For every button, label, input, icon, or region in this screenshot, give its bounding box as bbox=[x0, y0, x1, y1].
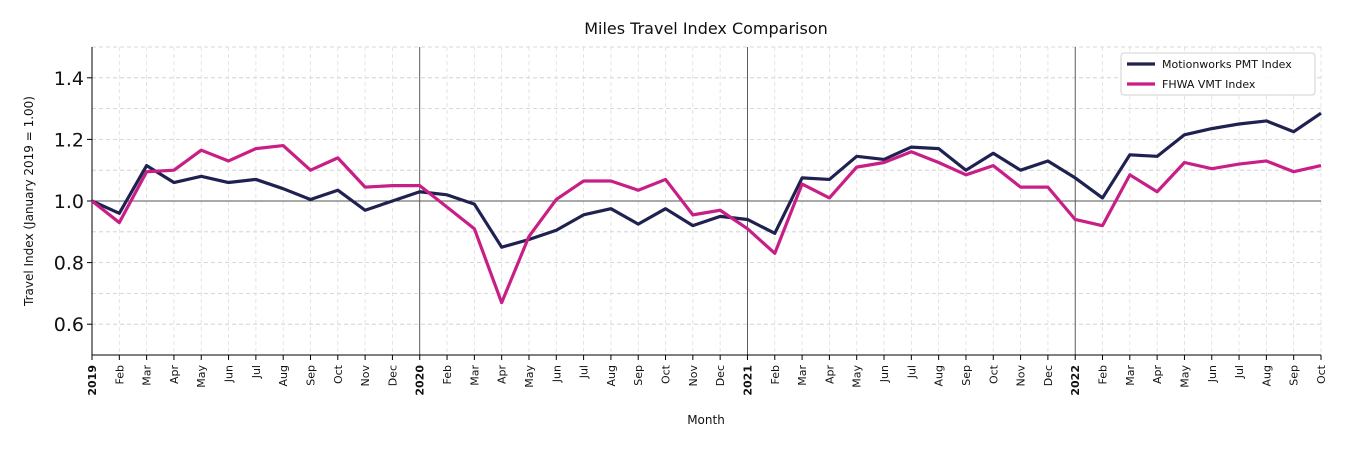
legend-label: FHWA VMT Index bbox=[1162, 78, 1256, 91]
x-tick-label: Sep bbox=[304, 365, 317, 386]
x-tick-label: Mar bbox=[1124, 365, 1137, 386]
legend-box bbox=[1120, 52, 1316, 96]
y-tick-label: 1.0 bbox=[54, 191, 84, 213]
x-tick-label: Aug bbox=[933, 365, 946, 386]
x-tick-label: Dec bbox=[386, 365, 399, 386]
x-tick-label: Jun bbox=[1206, 365, 1219, 383]
y-tick-label: 0.8 bbox=[54, 253, 84, 275]
x-tick-label: Nov bbox=[687, 365, 700, 387]
x-tick-label: Dec bbox=[714, 365, 727, 386]
x-tick-label: Nov bbox=[1015, 365, 1028, 387]
x-tick-label: Jun bbox=[223, 365, 236, 383]
x-tick-label: May bbox=[195, 365, 208, 388]
series-line bbox=[91, 111, 1322, 249]
x-tick-label: Aug bbox=[1260, 365, 1273, 386]
x-tick-label: Jul bbox=[578, 365, 591, 379]
x-tick-label: May bbox=[523, 365, 536, 388]
x-tick-label: Oct bbox=[332, 364, 345, 384]
x-tick-label: Apr bbox=[496, 365, 509, 385]
chart-title: Miles Travel Index Comparison bbox=[584, 19, 828, 38]
series-line bbox=[91, 143, 1322, 305]
x-tick-label: Jun bbox=[878, 365, 891, 383]
x-tick-label: 2021 bbox=[741, 365, 754, 396]
x-tick-label: Feb bbox=[1097, 365, 1110, 384]
x-tick-label: May bbox=[851, 365, 864, 388]
y-tick-label: 1.4 bbox=[54, 68, 84, 90]
x-tick-label: Feb bbox=[769, 365, 782, 384]
x-tick-label: Mar bbox=[141, 365, 154, 386]
x-tick-label: May bbox=[1178, 365, 1191, 388]
x-tick-label: 2019 bbox=[86, 365, 99, 396]
x-tick-label: Feb bbox=[113, 365, 126, 384]
x-tick-label: Jul bbox=[905, 365, 918, 379]
x-tick-label: Aug bbox=[605, 365, 618, 386]
x-tick-label: Apr bbox=[1151, 365, 1164, 385]
x-tick-label: Mar bbox=[468, 365, 481, 386]
x-tick-label: Sep bbox=[960, 365, 973, 386]
x-tick-label: Jun bbox=[550, 365, 563, 383]
x-tick-label: Oct bbox=[987, 364, 1000, 384]
x-tick-label: Sep bbox=[1288, 365, 1301, 386]
x-tick-label: Jul bbox=[250, 365, 263, 379]
x-tick-label: Dec bbox=[1042, 365, 1055, 386]
x-tick-label: Apr bbox=[168, 365, 181, 385]
x-tick-label: 2022 bbox=[1069, 365, 1082, 396]
x-tick-label: Nov bbox=[359, 365, 372, 387]
x-tick-label: Apr bbox=[823, 365, 836, 385]
x-tick-label: Oct bbox=[1315, 364, 1328, 384]
x-tick-label: Mar bbox=[796, 365, 809, 386]
x-tick-label: 2020 bbox=[414, 365, 427, 396]
x-axis-label: Month bbox=[687, 413, 725, 427]
x-tick-label: Feb bbox=[441, 365, 454, 384]
legend-label: Motionworks PMT Index bbox=[1162, 58, 1292, 71]
x-tick-label: Jul bbox=[1233, 365, 1246, 379]
x-tick-label: Oct bbox=[660, 364, 673, 384]
y-tick-label: 0.6 bbox=[54, 314, 84, 336]
x-tick-label: Sep bbox=[632, 365, 645, 386]
y-axis-label: Travel Index (January 2019 = 1.00) bbox=[22, 96, 36, 307]
y-tick-label: 1.2 bbox=[54, 129, 84, 151]
x-tick-label: Aug bbox=[277, 365, 290, 386]
